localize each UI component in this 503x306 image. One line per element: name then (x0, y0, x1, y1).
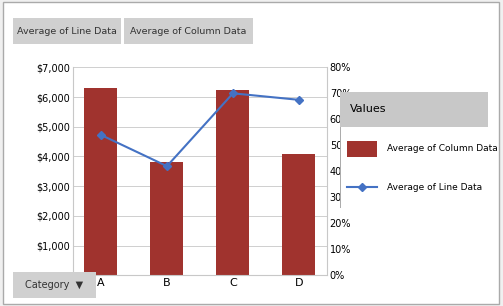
FancyBboxPatch shape (118, 17, 259, 46)
FancyBboxPatch shape (340, 92, 488, 127)
FancyBboxPatch shape (7, 17, 126, 46)
Text: Values: Values (350, 104, 386, 114)
FancyBboxPatch shape (347, 141, 377, 157)
Bar (282, 154, 315, 275)
FancyBboxPatch shape (9, 271, 100, 300)
Bar (85, 88, 118, 275)
Text: Average of Column Data: Average of Column Data (387, 144, 498, 153)
Text: Average of Column Data: Average of Column Data (130, 27, 246, 36)
FancyBboxPatch shape (3, 2, 499, 304)
FancyBboxPatch shape (340, 92, 488, 208)
Bar (216, 90, 249, 275)
Bar (150, 162, 184, 275)
Text: Average of Line Data: Average of Line Data (17, 27, 117, 36)
Text: Category  ▼: Category ▼ (25, 280, 83, 290)
Text: Average of Line Data: Average of Line Data (387, 183, 482, 192)
